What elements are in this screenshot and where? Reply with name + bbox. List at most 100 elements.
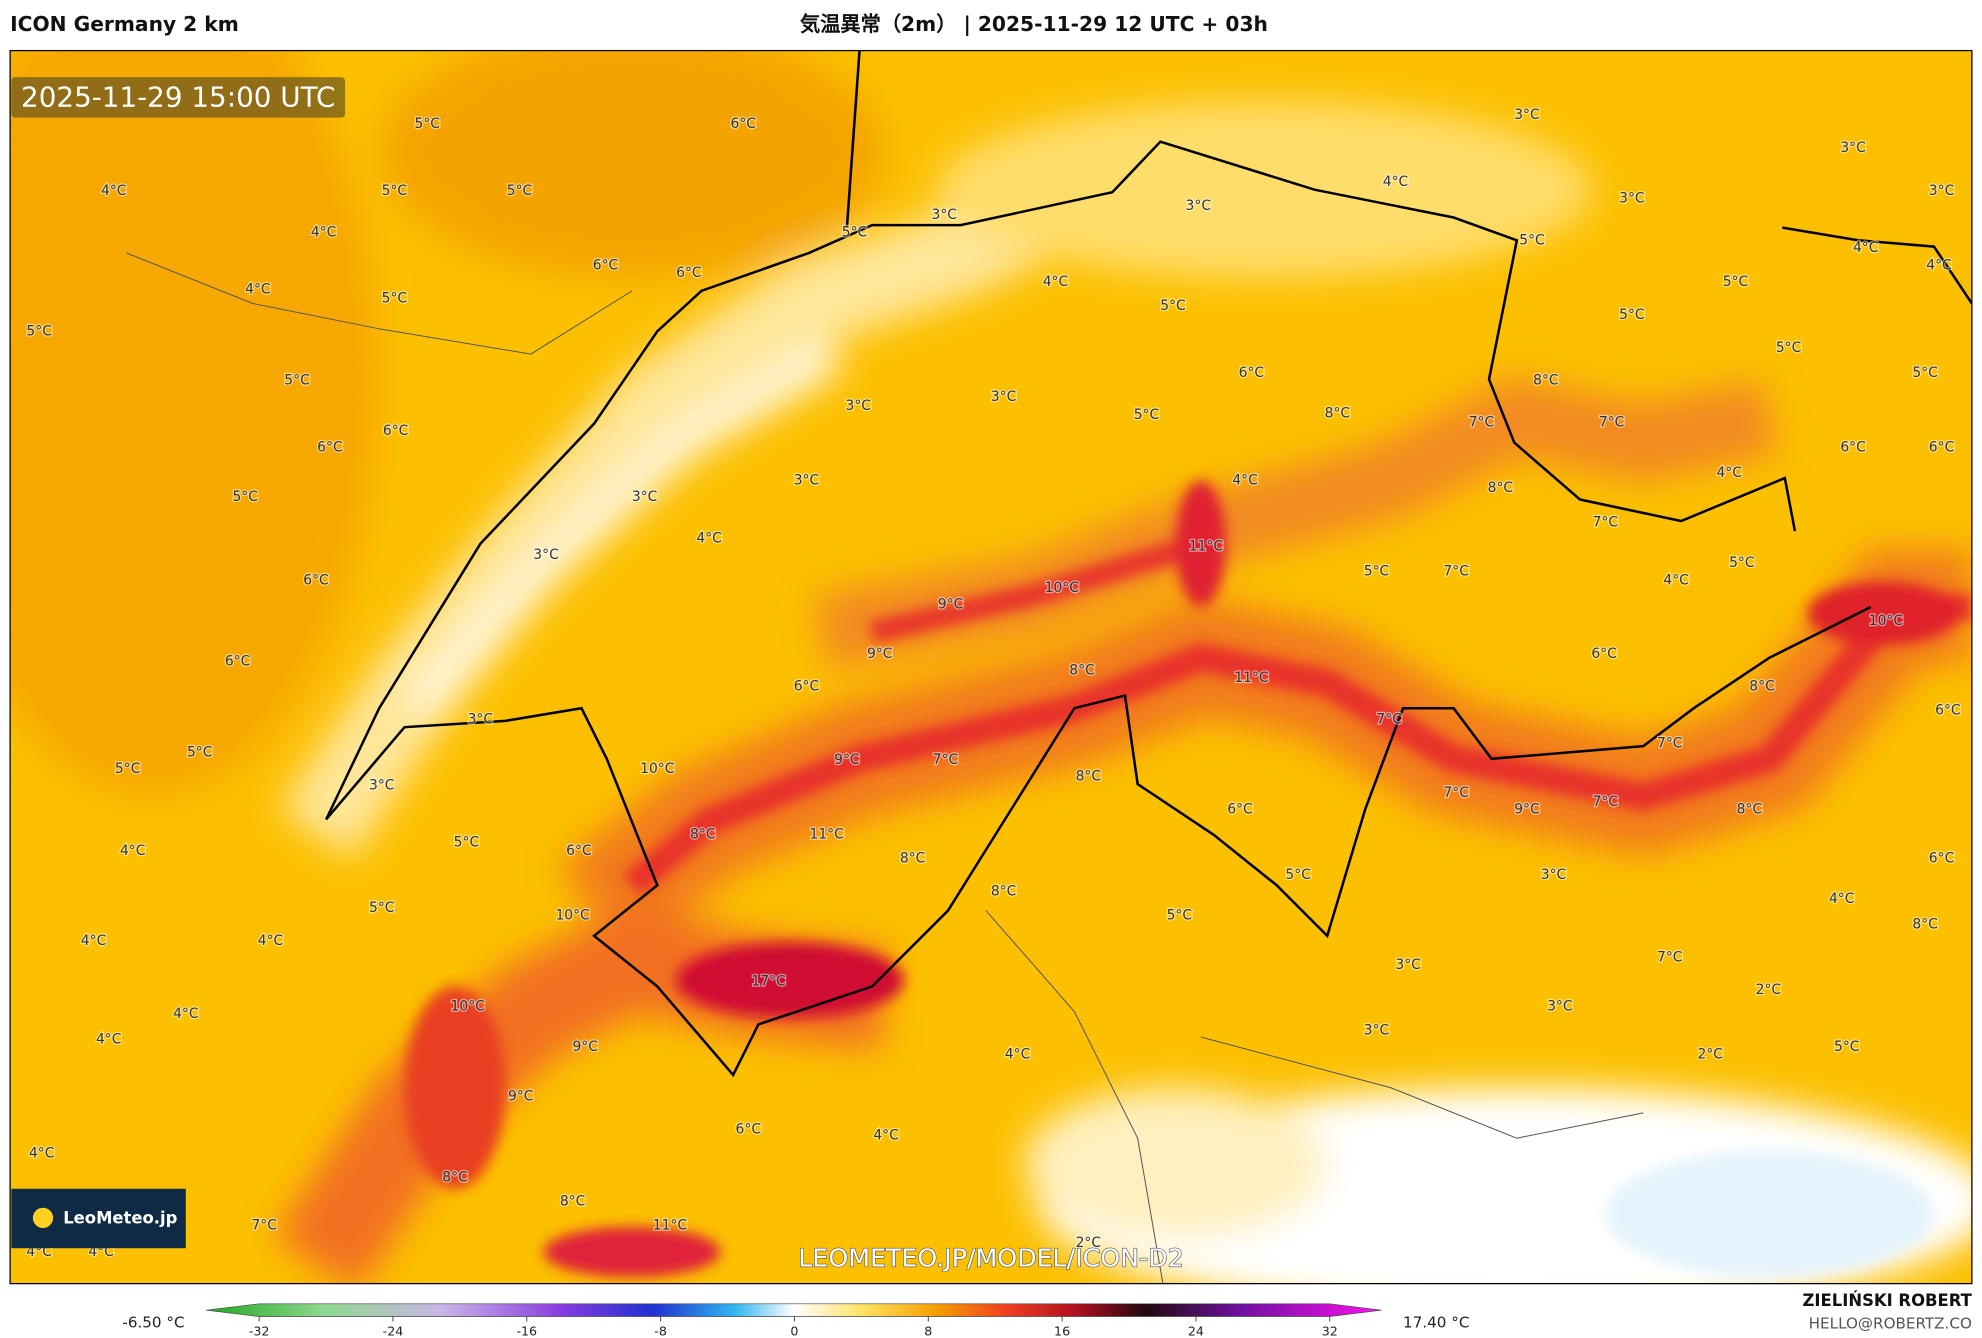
chart-title: 気温異常（2m） | 2025-11-29 12 UTC + 03h xyxy=(800,12,1268,36)
temp-label: 3°C xyxy=(1395,957,1420,973)
temp-label: 5°C xyxy=(507,183,532,199)
author: ZIELIŃSKI ROBERT xyxy=(1803,1291,1973,1310)
temp-label: 9°C xyxy=(1514,801,1539,817)
temp-label: 10°C xyxy=(451,999,485,1015)
temp-label: 3°C xyxy=(632,489,657,505)
temp-label: 6°C xyxy=(593,258,618,274)
temp-label: 5°C xyxy=(1619,307,1644,323)
temp-label: 8°C xyxy=(690,827,715,843)
email: HELLO@ROBERTZ.CO xyxy=(1809,1315,1972,1333)
temp-label: 9°C xyxy=(938,597,963,613)
temp-label: 4°C xyxy=(1829,891,1854,907)
temp-label: 4°C xyxy=(1043,274,1068,290)
temp-label: 6°C xyxy=(736,1121,761,1137)
colorbar-tick-label: 32 xyxy=(1322,1323,1338,1338)
temp-label: 6°C xyxy=(566,843,591,859)
temp-label: 7°C xyxy=(1657,949,1682,965)
temp-label: 11°C xyxy=(1234,670,1268,686)
temp-label: 6°C xyxy=(1591,646,1616,662)
temp-label: 9°C xyxy=(867,646,892,662)
temp-label: 4°C xyxy=(120,843,145,859)
temp-label: 8°C xyxy=(1488,480,1513,496)
temp-label: 3°C xyxy=(1619,191,1644,207)
temp-label: 9°C xyxy=(508,1088,533,1104)
temp-label: 8°C xyxy=(442,1169,467,1185)
temp-label: 4°C xyxy=(1232,473,1257,489)
temp-label: 8°C xyxy=(1533,373,1558,389)
temp-label: 6°C xyxy=(225,653,250,669)
timestamp: 2025-11-29 15:00 UTC xyxy=(21,81,335,114)
temp-label: 7°C xyxy=(1593,794,1618,810)
temp-label: 5°C xyxy=(1519,232,1544,248)
temp-label: 5°C xyxy=(1912,365,1937,381)
temp-label: 8°C xyxy=(1749,679,1774,695)
temp-label: 5°C xyxy=(1285,867,1310,883)
temp-label: 5°C xyxy=(382,290,407,306)
temp-label: 4°C xyxy=(258,933,283,949)
temp-label: 3°C xyxy=(1186,198,1211,214)
temp-label: 4°C xyxy=(873,1128,898,1144)
temp-label: 5°C xyxy=(382,183,407,199)
temp-label: 3°C xyxy=(1364,1023,1389,1039)
temp-label: 11°C xyxy=(1189,538,1223,554)
temp-label: 5°C xyxy=(1723,274,1748,290)
temp-label: 4°C xyxy=(173,1006,198,1022)
colorbar-tick-label: -24 xyxy=(383,1323,404,1338)
colorbar-tick-label: -16 xyxy=(516,1323,537,1338)
temp-label: 8°C xyxy=(1912,916,1937,932)
temp-label: 3°C xyxy=(533,547,558,563)
temp-label: 3°C xyxy=(1929,183,1954,199)
temp-label: 6°C xyxy=(383,423,408,439)
temp-label: 9°C xyxy=(834,752,859,768)
temp-label: 4°C xyxy=(81,933,106,949)
temp-label: 4°C xyxy=(1663,572,1688,588)
colorbar-tick-label: 0 xyxy=(790,1323,798,1338)
temp-label: 5°C xyxy=(1776,340,1801,356)
temp-label: 8°C xyxy=(1737,801,1762,817)
temp-label: 5°C xyxy=(232,489,257,505)
temp-label: 4°C xyxy=(696,531,721,547)
temp-label: 6°C xyxy=(1935,703,1960,719)
temp-label: 4°C xyxy=(96,1032,121,1048)
temp-label: 5°C xyxy=(369,900,394,916)
temp-label: 7°C xyxy=(1593,514,1618,530)
temp-label: 6°C xyxy=(1239,365,1264,381)
temp-label: 11°C xyxy=(810,827,844,843)
temp-label: 5°C xyxy=(26,323,51,339)
temp-label: 11°C xyxy=(653,1217,687,1233)
temp-label: 6°C xyxy=(1227,801,1252,817)
temp-label: 5°C xyxy=(187,744,212,760)
temp-label: 3°C xyxy=(369,777,394,793)
temp-label: 9°C xyxy=(573,1039,598,1055)
temp-label: 2°C xyxy=(1756,982,1781,998)
temp-label: 10°C xyxy=(555,908,589,924)
temp-label: 10°C xyxy=(1045,580,1079,596)
temp-label: 3°C xyxy=(468,712,493,728)
temp-label: 8°C xyxy=(991,884,1016,900)
temp-label: 6°C xyxy=(676,265,701,281)
temp-label: 5°C xyxy=(415,116,440,132)
temp-label: 3°C xyxy=(1840,140,1865,156)
temp-label: 4°C xyxy=(1853,240,1878,256)
temp-label: 6°C xyxy=(303,572,328,588)
temp-label: 4°C xyxy=(101,183,126,199)
temp-label: 6°C xyxy=(1840,440,1865,456)
colorbar-tick-label: -32 xyxy=(249,1323,270,1338)
temp-label: 5°C xyxy=(284,373,309,389)
temp-label: 7°C xyxy=(1599,414,1624,430)
temp-label: 10°C xyxy=(640,761,674,777)
temp-label: 5°C xyxy=(1134,407,1159,423)
temp-label: 8°C xyxy=(1069,662,1094,678)
temp-label: 8°C xyxy=(560,1193,585,1209)
temp-label: 6°C xyxy=(731,116,756,132)
temp-label: 5°C xyxy=(1834,1039,1859,1055)
colorbar-tick-label: 8 xyxy=(924,1323,932,1338)
temp-label: 5°C xyxy=(1364,564,1389,580)
temp-label: 2°C xyxy=(1076,1235,1101,1251)
colorbar-tick-label: 16 xyxy=(1054,1323,1070,1338)
temp-label: 7°C xyxy=(1657,736,1682,752)
temp-label: 4°C xyxy=(311,225,336,241)
temp-label: 3°C xyxy=(931,207,956,223)
temp-label: 8°C xyxy=(1076,768,1101,784)
